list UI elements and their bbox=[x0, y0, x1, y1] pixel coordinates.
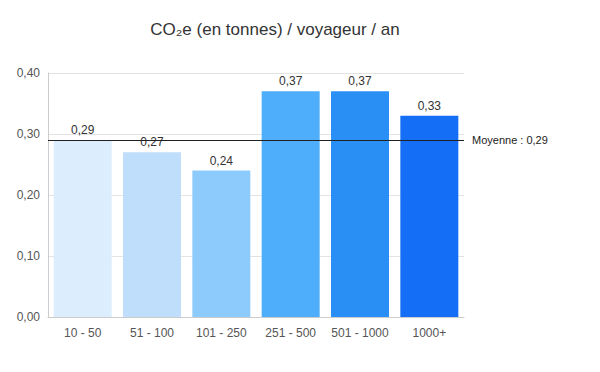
svg-text:0,27: 0,27 bbox=[140, 135, 164, 149]
svg-text:0,24: 0,24 bbox=[210, 154, 234, 168]
svg-text:10 - 50: 10 - 50 bbox=[64, 326, 102, 340]
svg-text:0,33: 0,33 bbox=[418, 99, 442, 113]
svg-text:0,10: 0,10 bbox=[17, 249, 41, 263]
svg-text:501 - 1000: 501 - 1000 bbox=[331, 326, 389, 340]
svg-text:0,00: 0,00 bbox=[17, 310, 41, 324]
svg-text:51 - 100: 51 - 100 bbox=[130, 326, 174, 340]
svg-text:Moyenne : 0,29: Moyenne : 0,29 bbox=[472, 134, 548, 146]
svg-text:251 - 500: 251 - 500 bbox=[265, 326, 316, 340]
svg-text:0,40: 0,40 bbox=[17, 66, 41, 80]
svg-text:0,30: 0,30 bbox=[17, 127, 41, 141]
svg-text:1000+: 1000+ bbox=[412, 326, 446, 340]
svg-text:0,37: 0,37 bbox=[348, 74, 372, 88]
svg-text:0,37: 0,37 bbox=[279, 74, 303, 88]
svg-text:0,29: 0,29 bbox=[71, 123, 95, 137]
svg-text:0,20: 0,20 bbox=[17, 188, 41, 202]
svg-text:CO₂e (en tonnes) / voyageur /: CO₂e (en tonnes) / voyageur / an bbox=[150, 20, 399, 39]
svg-text:101 - 250: 101 - 250 bbox=[196, 326, 247, 340]
